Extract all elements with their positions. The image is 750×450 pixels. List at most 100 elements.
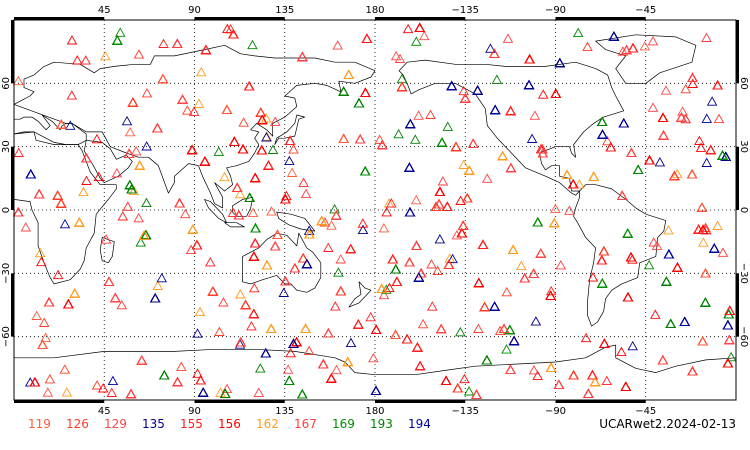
observation-marker [81,153,92,163]
observation-marker [505,105,516,116]
frame-band-bottom [375,400,466,403]
left-tick-label: 30 [1,140,12,153]
observation-marker [561,169,573,179]
observation-marker [237,144,249,154]
legend-item: 193 [370,417,393,431]
observation-marker [188,106,200,116]
observation-marker [434,233,446,244]
observation-marker [249,172,261,183]
observation-marker [519,273,530,283]
observation-marker [338,86,349,96]
axis-tick-labels: 45 90 135 180 −135 −90 −45 45 90 135 180 −135 −90 −45… [1,5,749,417]
observation-marker [701,157,712,167]
observation-marker [329,203,340,214]
frame-band-right [736,20,739,84]
observation-marker [411,36,422,46]
observation-marker [331,364,342,375]
observation-marker [433,198,445,209]
observation-marker [263,160,274,170]
observation-marker [297,253,309,263]
observation-marker [693,224,704,234]
observation-marker [722,358,734,368]
observation-marker [13,147,24,157]
observation-marker [125,388,137,399]
observation-marker [213,146,225,156]
observation-marker [568,370,579,380]
observation-marker [353,97,365,108]
observation-marker [583,388,594,398]
observation-marker [477,239,489,249]
observation-marker [489,48,500,58]
observation-marker [192,328,203,338]
observation-marker [342,356,354,367]
observation-marker [725,351,737,362]
observation-marker [378,222,390,233]
frame-band-bottom [194,400,285,403]
observation-marker [359,166,371,176]
observation-marker [106,387,118,397]
observation-marker [505,162,517,173]
observation-marker [52,190,63,200]
observation-marker [580,332,592,343]
observation-marker [663,224,674,235]
observation-marker [361,33,373,43]
observation-marker [278,287,290,297]
observation-marker [281,190,292,201]
observation-marker [338,133,349,143]
observation-marker [195,66,207,77]
observation-marker [326,373,337,383]
observation-marker [157,73,169,84]
observation-marker [272,229,283,239]
observation-marker [191,239,203,250]
observation-marker [597,129,608,139]
observation-marker [280,194,291,204]
observation-marker [410,134,421,144]
observation-marker [265,323,277,334]
observation-marker [430,201,442,211]
observation-marker [467,138,479,148]
observation-marker [66,35,78,45]
top-tick-label: −45 [635,5,656,16]
observation-marker [248,308,260,319]
observation-marker [159,370,170,380]
observation-marker [485,43,496,53]
observation-marker [185,244,197,255]
observation-marker [410,194,422,205]
observation-marker [442,121,454,131]
legend-item: 167 [294,417,317,431]
observation-marker [588,171,599,181]
observation-marker [72,55,83,65]
observation-marker [93,171,105,182]
observation-marker [194,306,206,317]
observation-marker [247,39,258,50]
observation-marker [231,182,243,192]
observation-marker [261,260,273,270]
south-america-outline [573,184,667,327]
bottom-tick-label: 180 [365,406,384,417]
observation-marker [384,282,395,293]
observation-marker [464,165,475,175]
observation-marker [622,292,634,302]
observation-marker [365,311,376,322]
observation-marker [528,268,539,278]
observation-marker [390,264,402,274]
observation-marker [261,132,272,142]
observation-marker [705,144,716,155]
new-zealand-outline [348,281,372,308]
observation-marker [107,375,119,386]
legend-item: 169 [332,417,355,431]
observation-marker [528,364,540,375]
observation-marker [687,72,698,83]
observation-marker [501,286,513,297]
observation-marker [462,193,473,203]
observation-marker [297,389,308,399]
observation-marker [316,215,327,226]
observation-marker [620,381,632,391]
legend-item: 162 [256,417,279,431]
observation-marker [621,44,632,55]
observation-marker [700,268,711,278]
observation-marker [587,272,599,282]
observation-marker [549,217,560,228]
observation-marker [37,339,48,349]
observation-marker [498,323,510,334]
